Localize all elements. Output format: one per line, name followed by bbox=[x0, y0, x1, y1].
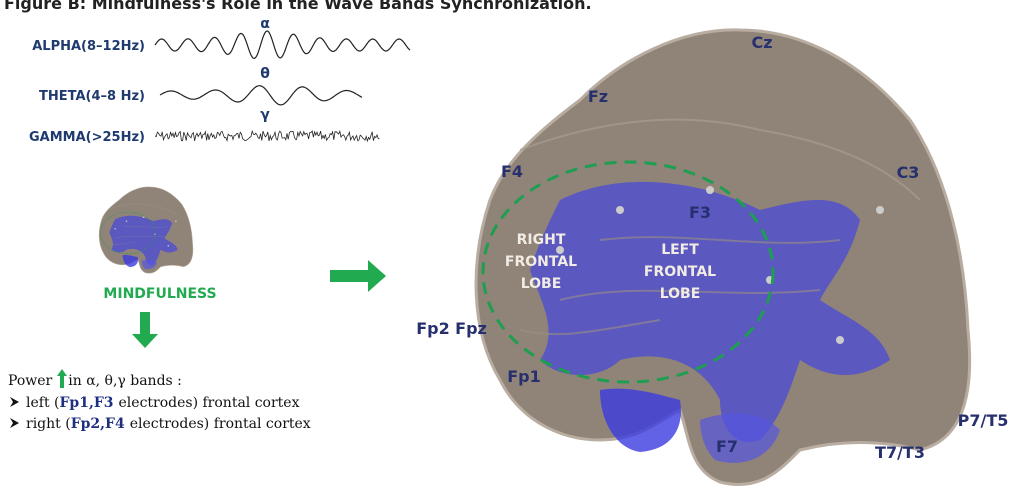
item-electrodes: Fp1,F3 bbox=[59, 395, 113, 411]
region-label: FRONTAL bbox=[644, 264, 716, 280]
electrode-label: T7/T3 bbox=[875, 443, 925, 462]
electrode-label: Cz bbox=[751, 33, 772, 52]
electrode-label: F4 bbox=[501, 162, 523, 181]
figure: Figure B: Mindfulness's Role in the Wave… bbox=[0, 0, 1012, 493]
item-electrodes: Fp2,F4 bbox=[71, 416, 125, 432]
brain-thumbnail bbox=[99, 187, 193, 273]
page: Figure B: Mindfulness's Role in the Wave… bbox=[0, 0, 1012, 493]
wave-label: ALPHA(8–12Hz) bbox=[32, 39, 145, 54]
right-arrow bbox=[330, 260, 386, 292]
effect-item: left (Fp1,F3 electrodes) frontal cortex bbox=[26, 395, 300, 411]
electrode-label: C3 bbox=[897, 163, 920, 182]
electrode-label: Fpz bbox=[455, 319, 487, 338]
electrode-label: Fp1 bbox=[507, 367, 541, 386]
item-text: left ( bbox=[26, 395, 59, 411]
effect-line: Power in α, θ,γ bands : bbox=[8, 373, 182, 389]
up-arrow bbox=[57, 369, 67, 388]
region-label: LOBE bbox=[660, 286, 701, 302]
effect-item: right (Fp2,F4 electrodes) frontal cortex bbox=[26, 416, 311, 432]
item-text: electrodes) frontal cortex bbox=[119, 395, 300, 411]
effect-lead: Power bbox=[8, 373, 53, 389]
bullet bbox=[10, 397, 19, 407]
electrode-label: F7 bbox=[716, 437, 738, 456]
wave-trace bbox=[160, 86, 362, 105]
effect-rest: in α, θ,γ bands : bbox=[68, 373, 182, 389]
region-label: LEFT bbox=[661, 242, 699, 258]
wave-trace bbox=[155, 131, 379, 141]
item-text: electrodes) frontal cortex bbox=[130, 416, 311, 432]
down-arrow bbox=[132, 312, 158, 348]
condition-label: MINDFULNESS bbox=[103, 286, 216, 302]
region-label: RIGHT bbox=[517, 232, 566, 248]
wave-label: THETA(4–8 Hz) bbox=[39, 89, 145, 104]
region-label: LOBE bbox=[521, 276, 562, 292]
wave-symbol: γ bbox=[260, 107, 270, 123]
wave-symbol: θ bbox=[260, 66, 270, 82]
item-text: right ( bbox=[26, 416, 71, 432]
electrode-label: Fz bbox=[588, 87, 608, 106]
bullet bbox=[10, 418, 19, 428]
wave-symbol: α bbox=[260, 16, 270, 32]
electrode-label: Fp2 bbox=[416, 319, 450, 338]
figure-title: Figure B: Mindfulness's Role in the Wave… bbox=[4, 0, 592, 13]
electrode-label: P7/T5 bbox=[958, 411, 1009, 430]
region-label: FRONTAL bbox=[505, 254, 577, 270]
electrode-label: F3 bbox=[689, 203, 711, 222]
wave-label: GAMMA(>25Hz) bbox=[29, 130, 145, 145]
wave-trace bbox=[155, 31, 410, 58]
